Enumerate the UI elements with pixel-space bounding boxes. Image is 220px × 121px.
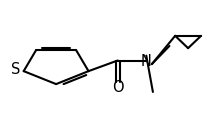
Text: O: O <box>112 80 123 95</box>
Text: N: N <box>141 54 152 69</box>
Text: S: S <box>11 62 20 77</box>
